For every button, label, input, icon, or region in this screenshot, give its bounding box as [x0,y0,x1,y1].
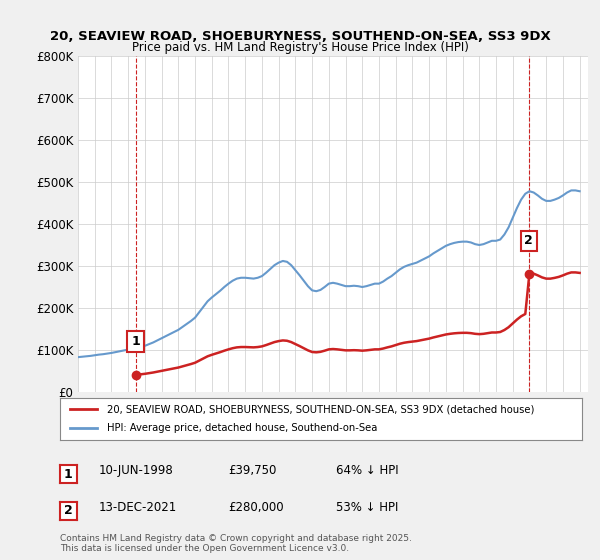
Text: 20, SEAVIEW ROAD, SHOEBURYNESS, SOUTHEND-ON-SEA, SS3 9DX (detached house): 20, SEAVIEW ROAD, SHOEBURYNESS, SOUTHEND… [107,404,535,414]
Text: HPI: Average price, detached house, Southend-on-Sea: HPI: Average price, detached house, Sout… [107,423,377,433]
Text: 2: 2 [64,504,73,517]
Text: 53% ↓ HPI: 53% ↓ HPI [336,501,398,514]
Text: £280,000: £280,000 [228,501,284,514]
Text: Contains HM Land Registry data © Crown copyright and database right 2025.
This d: Contains HM Land Registry data © Crown c… [60,534,412,553]
Text: 13-DEC-2021: 13-DEC-2021 [99,501,177,514]
Text: 64% ↓ HPI: 64% ↓ HPI [336,464,398,477]
Text: 2: 2 [524,234,533,248]
Text: 10-JUN-1998: 10-JUN-1998 [99,464,174,477]
Text: £39,750: £39,750 [228,464,277,477]
Text: 1: 1 [64,468,73,481]
Text: 1: 1 [131,335,140,348]
Text: 20, SEAVIEW ROAD, SHOEBURYNESS, SOUTHEND-ON-SEA, SS3 9DX: 20, SEAVIEW ROAD, SHOEBURYNESS, SOUTHEND… [50,30,550,43]
Text: Price paid vs. HM Land Registry's House Price Index (HPI): Price paid vs. HM Land Registry's House … [131,41,469,54]
